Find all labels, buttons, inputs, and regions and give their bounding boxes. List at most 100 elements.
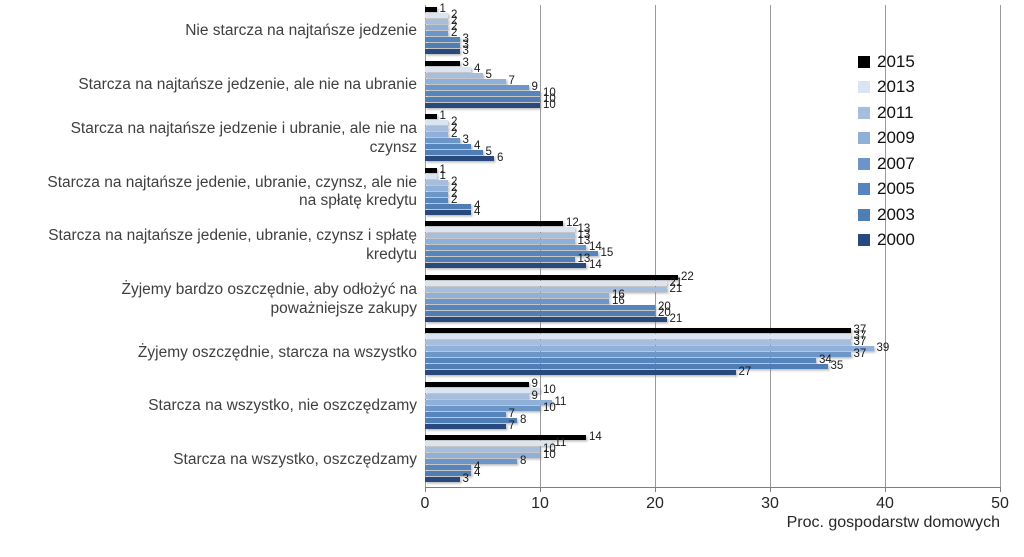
bar-2005 (425, 465, 471, 471)
bar-row: 15 (425, 248, 1000, 259)
bar-value-label: 4 (474, 62, 481, 75)
bar-row: 7 (425, 74, 1000, 87)
bar-group: 12 13 13 13 14 15 13 14 (425, 218, 1000, 273)
bar-row: 2 (425, 9, 1000, 21)
bar-value-label: 10 (543, 383, 556, 396)
legend-item-2013: 2013 (858, 75, 915, 101)
bar-value-label: 21 (669, 282, 683, 295)
x-tick-label: 0 (420, 495, 430, 512)
bar-value-label: 8 (520, 413, 527, 426)
bar-value-label: 9 (531, 377, 538, 390)
bar-group: 9 10 9 11 10 7 8 7 (425, 377, 1000, 434)
category-axis: Nie starcza na najtańsze jedzenie Starcza… (0, 5, 417, 487)
bar-2003 (425, 257, 575, 263)
bar-value-label: 10 (543, 449, 556, 462)
bar-value-label: 2 (451, 9, 458, 21)
bar-2007 (425, 31, 448, 36)
legend-swatch-icon (858, 55, 870, 68)
bar-row: 2 (425, 188, 1000, 199)
bar-value-label: 11 (554, 437, 567, 450)
bar-value-label: 2 (451, 175, 458, 188)
bar-row: 35 (425, 361, 1000, 372)
legend-item-2003: 2003 (858, 202, 915, 228)
bar-2000 (425, 370, 736, 376)
x-tick-label: 30 (761, 495, 779, 512)
bar-group: 22 21 21 16 16 20 20 21 (425, 270, 1000, 327)
bar-2013 (425, 280, 667, 286)
legend-swatch-icon (858, 234, 870, 247)
bar-row: 21 (425, 282, 1000, 295)
bar-value-label: 13 (577, 235, 591, 248)
bar-row: 8 (425, 413, 1000, 426)
bar-row: 8 (425, 456, 1000, 467)
bar-row: 2 (425, 193, 1000, 206)
bar-2013 (425, 334, 851, 340)
bar-row: 13 (425, 235, 1000, 248)
bar-value-label: 39 (876, 342, 890, 355)
bar-2000 (425, 102, 540, 108)
category-label: Starcza na najtańsze jedzenie i ubranie,… (70, 120, 417, 156)
bar-2009 (425, 346, 874, 352)
bar-value-label: 3 (462, 56, 469, 69)
legend-year-label: 2015 (877, 51, 915, 71)
legend-swatch-icon (858, 81, 870, 94)
gridline (655, 5, 656, 487)
bar-value-label: 10 (543, 401, 556, 414)
bar-row: 3 (425, 45, 1000, 57)
bar-row: 3 (425, 474, 1000, 485)
bar-row: 37 (425, 331, 1000, 342)
bar-value-label: 4 (474, 205, 481, 218)
bar-2005 (425, 144, 471, 150)
bar-2003 (425, 364, 828, 370)
bar-row: 12 (425, 218, 1000, 229)
legend-swatch-icon (858, 208, 870, 221)
bar-row: 7 (425, 407, 1000, 420)
bar-2013 (425, 173, 437, 179)
bar-value-label: 22 (681, 270, 694, 283)
bar-2013 (425, 441, 552, 447)
legend-item-2011: 2011 (858, 100, 915, 126)
bar-2009 (425, 132, 448, 138)
x-tick-mark (885, 487, 886, 492)
x-axis-title: Proc. gospodarstw domowych (786, 514, 1000, 531)
bar-value-label: 1 (439, 3, 446, 15)
bar-2005 (425, 304, 655, 310)
bar-value-label: 2 (451, 15, 458, 27)
bar-2015 (425, 7, 437, 12)
bar-2009 (425, 292, 609, 298)
bar-2007 (425, 459, 517, 465)
bar-value-label: 7 (508, 407, 515, 420)
bar-row: 10 (425, 93, 1000, 104)
bar-value-label: 37 (853, 324, 867, 337)
x-tick-label: 10 (531, 495, 549, 512)
legend-year-label: 2009 (877, 128, 915, 148)
bar-row: 10 (425, 99, 1000, 110)
bar-row: 11 (425, 437, 1000, 450)
bar-2005 (425, 90, 540, 96)
bar-row: 20 (425, 301, 1000, 312)
bar-value-label: 2 (451, 27, 458, 39)
bar-row: 3 (425, 39, 1000, 51)
bar-2007 (425, 191, 448, 197)
bar-2000 (425, 477, 460, 483)
bar-row: 4 (425, 62, 1000, 75)
bar-2015 (425, 381, 529, 387)
bar-2003 (425, 203, 471, 209)
bar-row: 37 (425, 337, 1000, 348)
bar-value-label: 7 (508, 74, 515, 87)
bar-row: 13 (425, 230, 1000, 241)
bar-row: 10 (425, 449, 1000, 462)
bar-group: 37 37 37 39 37 34 35 27 (425, 324, 1000, 380)
bar-2005 (425, 37, 460, 42)
bar-2007 (425, 84, 529, 90)
bar-value-label: 34 (819, 354, 832, 367)
bar-row: 13 (425, 254, 1000, 265)
bar-2003 (425, 310, 655, 316)
legend-swatch-icon (858, 132, 870, 145)
legend-item-2009: 2009 (858, 126, 915, 152)
bar-2011 (425, 447, 540, 453)
bar-value-label: 2 (451, 193, 458, 206)
bar-2011 (425, 233, 575, 239)
